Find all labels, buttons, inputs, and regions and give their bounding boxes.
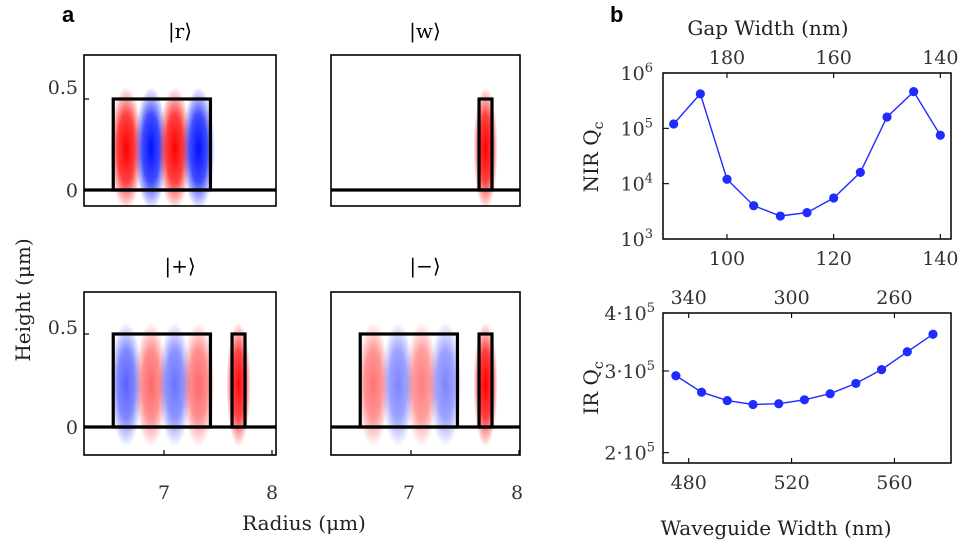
series-line	[675, 333, 934, 406]
nir-qc-ylabel: NIR Qc	[579, 121, 607, 192]
data-point	[876, 365, 887, 375]
mode-lobe	[158, 87, 191, 206]
mode-lobe	[135, 87, 168, 206]
top-xtick-label: 180	[709, 47, 745, 69]
ytick-label: 2·105	[604, 441, 655, 465]
xtick-label: 140	[922, 248, 958, 270]
top-xtick-label: 140	[922, 47, 958, 69]
nir-qc-top-xlabel: Gap Width (nm)	[687, 16, 848, 40]
xtick-label: 520	[773, 472, 809, 494]
ytick-label: 105	[621, 116, 653, 140]
ring-waveguide	[111, 97, 213, 192]
data-point	[799, 395, 810, 405]
panel-a-xlabel: Radius (μm)	[242, 511, 366, 535]
panel-label-a: a	[62, 2, 75, 27]
mode-lobe	[429, 322, 462, 447]
data-point	[882, 112, 892, 122]
mode-panel-frame	[83, 291, 277, 456]
ir-qc-plot-frame	[662, 312, 952, 464]
mode-panel-frame	[83, 54, 277, 207]
panel-a-ytick-bottom-0.5: 0.5	[48, 317, 78, 339]
ring-waveguide	[358, 332, 460, 429]
bus-waveguide	[230, 332, 247, 429]
mode-panel-minus	[330, 291, 521, 456]
ring-waveguide	[111, 332, 213, 429]
data-point	[775, 211, 785, 221]
mode-lobe	[158, 322, 191, 447]
panel-a-ytick-top-0.5: 0.5	[48, 77, 78, 99]
data-point	[935, 130, 945, 140]
ir-qc-ylabel: IR Qc	[579, 361, 607, 415]
mode-panel-plus	[83, 291, 277, 456]
panel-a-ylabel: Height (μm)	[11, 238, 35, 361]
top-xtick-label: 300	[773, 287, 809, 309]
data-point	[909, 87, 919, 97]
mode-panel-w	[330, 54, 521, 207]
ytick-label: 4·105	[604, 301, 655, 325]
ytick-label: 104	[621, 172, 653, 196]
nir-qc-plot-frame	[662, 72, 952, 240]
mode-lobe	[110, 322, 143, 447]
data-point	[671, 371, 681, 381]
panel-a-xtick-left-7: 7	[158, 482, 170, 504]
mode-lobe	[182, 322, 215, 447]
data-point	[774, 399, 784, 409]
top-xtick-label: 160	[816, 47, 852, 69]
state-title-w: |w⟩	[409, 19, 441, 44]
mode-lobe	[405, 322, 438, 447]
mode-panel-r	[83, 54, 277, 207]
mode-lobe	[135, 322, 168, 447]
panel-label-b: b	[610, 2, 623, 27]
nir-qc-chart: Gap Width (nm) NIR Qc 100 180 120 160 140 140…	[579, 16, 958, 270]
panel-a-xtick-right-8: 8	[511, 482, 523, 504]
xtick-label: 120	[816, 248, 852, 270]
data-point	[855, 167, 865, 177]
bus-waveguide	[477, 332, 494, 429]
data-point	[748, 399, 758, 410]
mode-field	[357, 322, 498, 447]
data-point	[902, 347, 912, 357]
ytick-label: 106	[621, 61, 653, 85]
panel-a-ytick-bottom-0: 0	[66, 417, 78, 439]
ir-qc-chart: Waveguide Width (nm) IR Qc 480 340 520 300 5…	[579, 287, 952, 540]
data-point	[825, 389, 835, 399]
state-title-plus: |+⟩	[164, 254, 195, 279]
data-point	[749, 201, 759, 211]
mode-lobe	[382, 322, 415, 447]
ytick-label: 3·105	[604, 359, 655, 383]
state-title-r: |r⟩	[168, 19, 192, 44]
series-line	[673, 90, 941, 217]
data-point	[696, 387, 707, 397]
mode-field	[110, 87, 215, 206]
xtick-label: 100	[709, 248, 745, 270]
mode-lobe	[357, 322, 390, 447]
panel-a-ytick-top-0: 0	[66, 180, 78, 202]
data-point	[829, 193, 839, 203]
data-point	[851, 378, 861, 389]
data-point	[722, 174, 732, 184]
ir-qc-xlabel: Waveguide Width (nm)	[660, 516, 891, 540]
state-title-minus: |−⟩	[409, 254, 440, 279]
data-point	[802, 207, 812, 218]
data-point	[695, 89, 705, 99]
mode-lobe	[110, 87, 143, 206]
data-point	[669, 119, 679, 129]
xtick-label: 560	[876, 472, 912, 494]
bus-waveguide	[477, 97, 494, 192]
mode-panel-frame	[330, 291, 521, 456]
mode-panel-frame	[330, 54, 521, 207]
panel-a-xtick-left-8: 8	[266, 482, 278, 504]
mode-lobe	[182, 87, 215, 206]
top-xtick-label: 260	[876, 287, 912, 309]
ytick-label: 103	[621, 227, 653, 251]
data-point	[722, 395, 732, 406]
data-point	[928, 329, 938, 339]
panel-a-xtick-right-7: 7	[403, 482, 415, 504]
xtick-label: 480	[671, 472, 707, 494]
top-xtick-label: 340	[671, 287, 707, 309]
